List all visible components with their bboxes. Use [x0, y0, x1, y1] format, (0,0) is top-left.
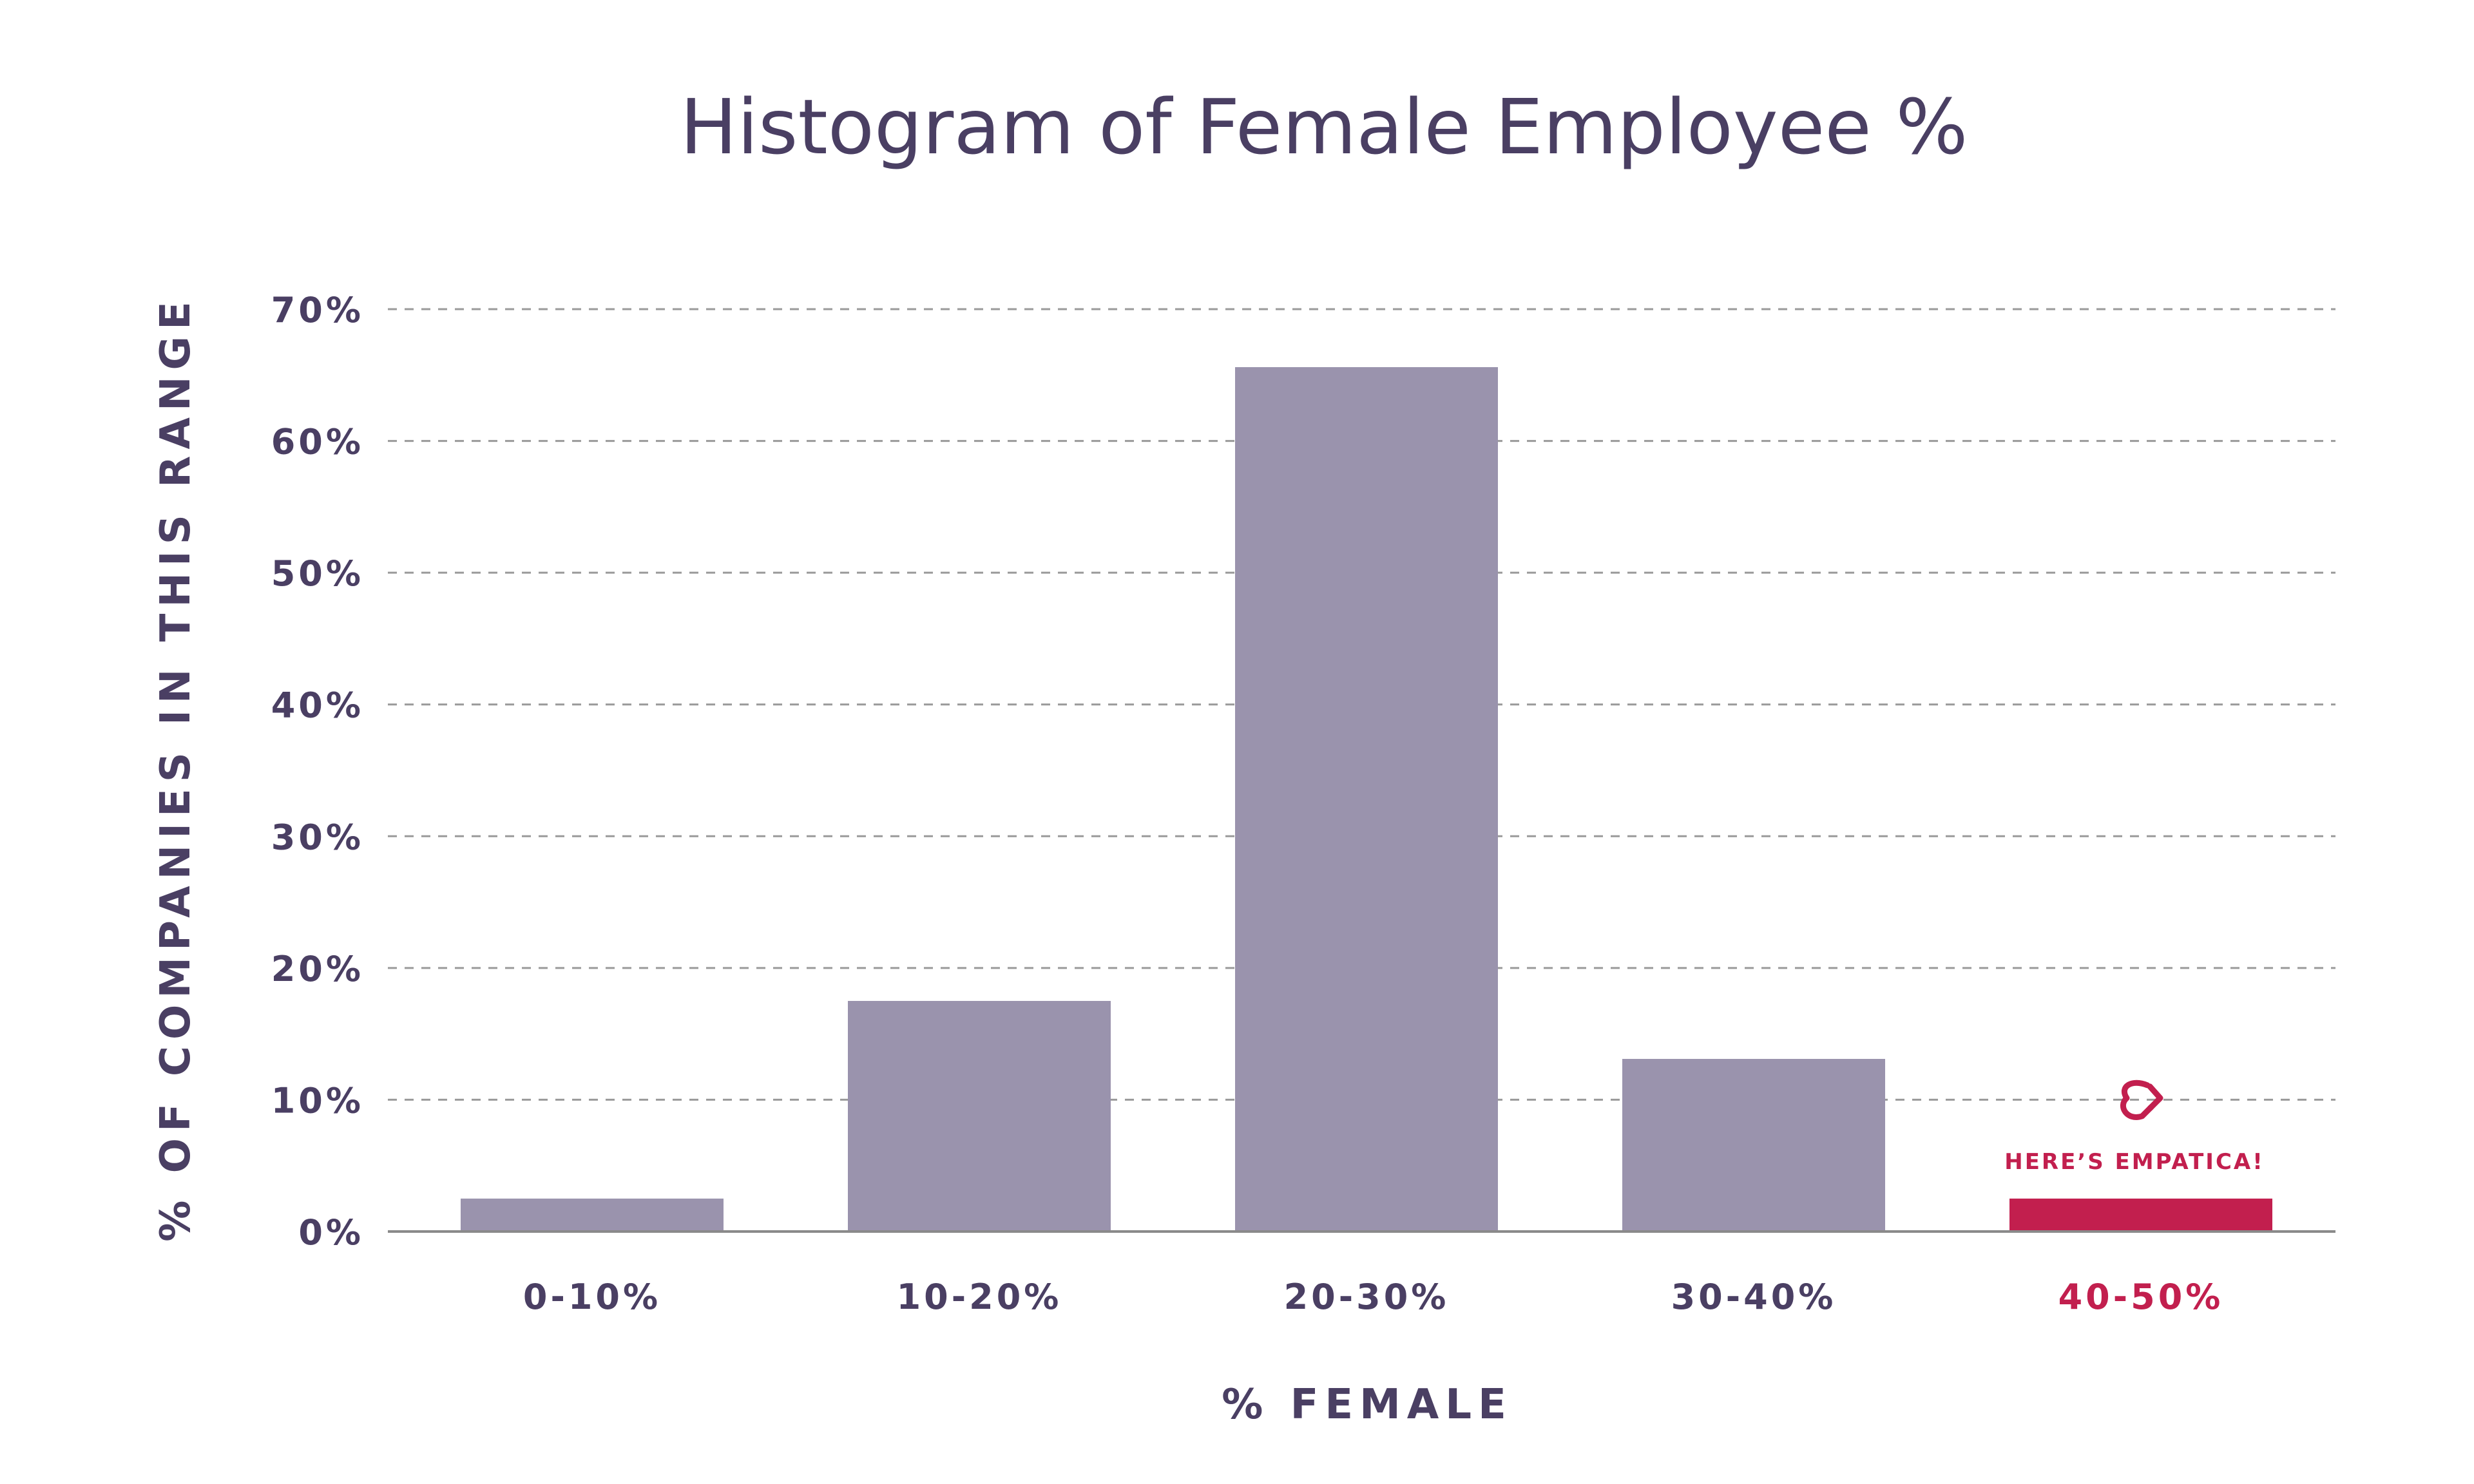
annotation-label: HERE’S EMPATICA! — [2004, 1149, 2264, 1175]
y-tick-label: 20% — [271, 949, 364, 989]
empatica-logo-icon — [2120, 1080, 2163, 1120]
y-tick-label: 0% — [298, 1212, 364, 1253]
y-tick-label: 40% — [271, 685, 364, 726]
y-tick-label: 70% — [271, 290, 364, 330]
bar-30-40% — [1622, 1059, 1885, 1232]
bar-40-50% — [2009, 1198, 2272, 1232]
x-tick-label: 10-20% — [897, 1277, 1062, 1317]
y-tick-label: 30% — [271, 817, 364, 857]
chart-title: Histogram of Female Employee % — [680, 82, 1968, 171]
x-axis-ticks: 0-10% 10-20% 20-30% 30-40% 40-50% — [523, 1277, 2224, 1317]
x-tick-label: 0-10% — [523, 1277, 661, 1317]
empatica-annotation: HERE’S EMPATICA! — [2004, 1080, 2264, 1175]
x-tick-label: 20-30% — [1284, 1277, 1450, 1317]
y-tick-label: 10% — [271, 1080, 364, 1121]
x-tick-label: 30-40% — [1671, 1277, 1837, 1317]
y-tick-label: 50% — [271, 553, 364, 594]
x-tick-label: 40-50% — [2058, 1277, 2224, 1317]
y-axis-ticks: 0% 10% 20% 30% 40% 50% 60% 70% — [271, 290, 364, 1253]
bar-20-30% — [1235, 367, 1498, 1232]
bar-0-10% — [461, 1198, 724, 1232]
y-axis-label: % OF COMPANIES IN THIS RANGE — [152, 295, 200, 1242]
bars — [461, 367, 2272, 1232]
bar-10-20% — [848, 1001, 1111, 1232]
y-tick-label: 60% — [271, 422, 364, 462]
x-axis-label: % FEMALE — [1222, 1381, 1513, 1429]
